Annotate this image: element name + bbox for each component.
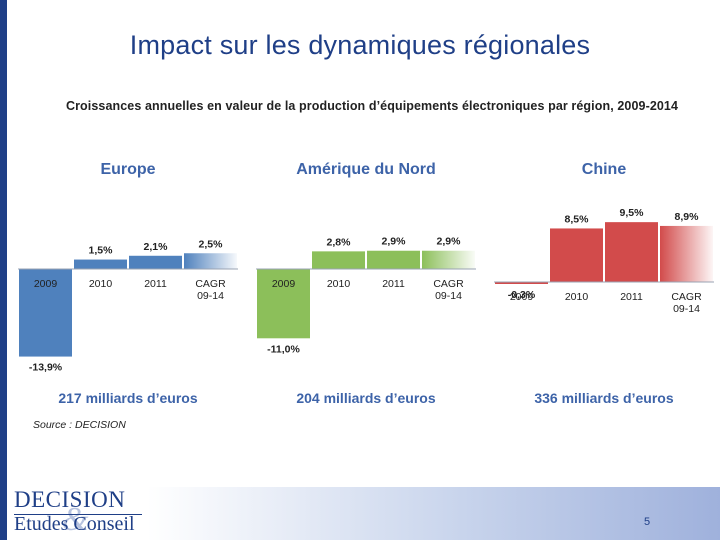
panel-footer: 217 milliards d’euros [58,390,197,406]
panel-title: Chine [582,161,627,178]
category-label: 2009 [510,291,534,303]
value-label: 2,5% [199,238,224,250]
value-label: 2,9% [382,236,407,248]
page-number: 5 [644,516,651,528]
source-note: Source : DECISION [33,419,126,431]
value-label: -0,3% [508,289,536,301]
category-label: 2010 [89,278,113,290]
bar [422,250,475,269]
left-accent-bar [0,0,7,540]
bar [550,228,603,282]
logo-text-decision: DECISION [14,487,126,512]
category-label: 2011 [382,278,405,290]
bar [367,250,420,269]
bar [74,259,127,269]
value-label: -11,0% [267,343,300,355]
panel-footer: 204 milliards d’euros [296,390,435,406]
category-label: 2011 [144,278,167,290]
category-label: 2009 [272,278,296,290]
category-label: 09-14 [673,303,700,315]
bar [184,253,237,269]
bar [660,225,713,282]
decision-logo: & DECISION Etudes Conseil [10,487,146,540]
logo-text-etudes-conseil: Etudes Conseil [14,513,135,535]
category-label: 2011 [620,291,643,303]
value-label: 8,5% [565,213,590,225]
category-label: 2010 [565,291,589,303]
value-label: 2,1% [144,241,169,253]
value-label: 2,8% [327,236,352,248]
category-label: 09-14 [435,290,462,302]
category-label: 2010 [327,278,351,290]
growth-charts: Europe -13,9% 2009 1,5% 2010 2,1% 2011 2,5% CAGR… [18,161,714,406]
logo-ampersand: & [62,501,89,538]
value-label: -13,9% [29,362,63,374]
category-label: CAGR [195,278,226,290]
slide-subtitle: Croissances annuelles en valeur de la pr… [65,99,679,113]
logo-divider [14,514,142,515]
bar [19,269,72,357]
bar [257,269,310,339]
category-label: CAGR [671,291,702,303]
panel-title: Amérique du Nord [296,161,436,178]
panel-footer: 336 milliards d’euros [534,390,673,406]
bar [312,251,365,269]
bar [605,222,658,282]
category-label: 2009 [34,278,58,290]
value-label: 8,9% [675,211,700,223]
panel-title: Europe [100,161,155,178]
value-label: 2,9% [437,236,462,248]
value-label: 9,5% [620,207,645,219]
category-label: CAGR [433,278,464,290]
footer-band [147,487,720,540]
bar [495,282,548,284]
category-label: 09-14 [197,290,224,302]
slide-title: Impact sur les dynamiques régionales [129,30,591,60]
bar [129,255,182,269]
value-label: 1,5% [89,245,114,257]
